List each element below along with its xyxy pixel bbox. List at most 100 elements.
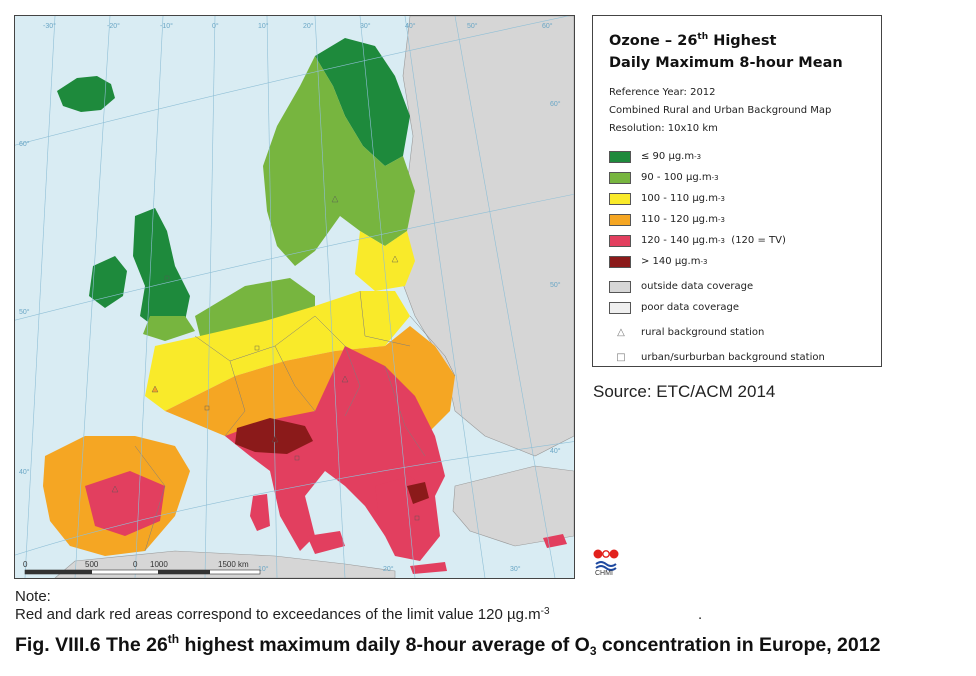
region-sardinia — [250, 494, 270, 531]
legend-class-row: 120 - 140 µg.m -3 (120 = TV) — [609, 230, 865, 251]
region-iceland — [57, 76, 115, 112]
region-po-valley — [235, 418, 313, 454]
lat-label-50: 50° — [19, 308, 30, 316]
lon-label-30: 30° — [360, 22, 371, 30]
lon-label-40: 40° — [405, 22, 416, 30]
legend-class-label: ≤ 90 µg.m — [641, 151, 695, 162]
legend-swatch — [609, 192, 631, 205]
legend-title-suffix: Highest — [708, 33, 777, 49]
legend-class-row: > 140 µg.m -3 — [609, 251, 865, 272]
caption-sup: th — [167, 632, 180, 646]
legend-title-sup: th — [697, 32, 709, 42]
legend-swatch — [609, 171, 631, 184]
legend-swatch — [609, 280, 631, 293]
legend-class-row: 100 - 110 µg.m -3 — [609, 188, 865, 209]
region-crete — [410, 562, 447, 574]
legend-meta: Reference Year: 2012 Combined Rural and … — [609, 84, 865, 138]
right-lat-label-60: 60° — [550, 100, 561, 108]
legend-coverage-label: outside data coverage — [641, 281, 754, 292]
note-exp: -3 — [540, 606, 550, 617]
resolution: Resolution: 10x10 km — [609, 123, 718, 134]
rural-station — [391, 255, 399, 263]
caption-middle: highest maximum daily 8-hour average of … — [179, 634, 590, 656]
lon-label-10: 10° — [258, 22, 269, 30]
lon-label-0: 0° — [212, 22, 219, 30]
lon-label-60: 60° — [542, 22, 553, 30]
scale-label-0: 0 — [23, 560, 28, 569]
rural-station — [111, 485, 119, 493]
outside-coverage-turkey — [452, 465, 574, 547]
legend-swatch — [609, 301, 631, 314]
legend-station-row: □ urban/surburban background station — [609, 347, 865, 368]
figure-caption: Fig. VIII.6 The 26th highest maximum dai… — [15, 632, 881, 658]
legend-class-label: 100 - 110 µg.m — [641, 193, 718, 204]
lat-label-60: 60° — [19, 140, 30, 148]
station-markers — [111, 195, 420, 521]
caption-prefix: Fig. VIII.6 The 26 — [15, 634, 168, 656]
legend-station-label: rural background station — [641, 327, 765, 338]
region-scandinavia-dark — [315, 38, 410, 166]
scale-label-0b: 0 — [133, 560, 138, 569]
bottom-lon-label-10: 10° — [258, 565, 269, 573]
region-benelux-north — [195, 278, 315, 336]
lon-label-m10: -10° — [160, 22, 173, 30]
legend-class-row: 110 - 120 µg.m -3 — [609, 209, 865, 230]
legend-title: Ozone – 26th Highest Daily Maximum 8-hou… — [609, 30, 865, 74]
graticule-labels: -30° -20° -10° 0° 10° 20° 30° 40° 50° 60… — [19, 22, 561, 573]
legend-title-prefix: Ozone – 26 — [609, 33, 698, 49]
urban-station — [204, 405, 210, 411]
legend-class-label: 120 - 140 µg.m — [641, 235, 718, 246]
note-trailing: . — [698, 606, 703, 623]
map-type: Combined Rural and Urban Background Map — [609, 105, 832, 116]
note-body: Red and dark red areas correspond to exc… — [15, 606, 541, 623]
legend-stations: △ rural background station □ urban/surburba… — [609, 322, 865, 368]
reference-year: Reference Year: 2012 — [609, 87, 716, 98]
rural-station — [341, 375, 349, 383]
lat-label-40: 40° — [19, 468, 30, 476]
chmi-logo — [593, 549, 619, 571]
legend-title-line2: Daily Maximum 8-hour Mean — [609, 55, 843, 71]
legend-class-label: 110 - 120 µg.m — [641, 214, 718, 225]
right-lat-label-50: 50° — [550, 281, 561, 289]
map-canvas: -30° -20° -10° 0° 10° 20° 30° 40° 50° 60… — [15, 16, 574, 578]
lon-label-m20: -20° — [107, 22, 120, 30]
caption-sub: 3 — [589, 644, 597, 658]
scale-label-500: 500 — [85, 560, 99, 569]
legend-classes: ≤ 90 µg.m -3 90 - 100 µg.m -3 100 - 110 µg.m… — [609, 146, 865, 272]
rural-station — [271, 435, 279, 443]
region-iberia-red — [85, 471, 165, 536]
square-icon: □ — [616, 352, 626, 363]
bottom-lon-label-20: 20° — [383, 565, 394, 573]
country-borders — [134, 290, 456, 552]
scale-label-1500: 1500 km — [218, 560, 249, 569]
chmi-logo-label: CHMI — [595, 570, 613, 577]
rural-station — [151, 385, 159, 393]
urban-station — [164, 275, 170, 281]
legend-class-row: ≤ 90 µg.m -3 — [609, 146, 865, 167]
lon-label-m30: -30° — [43, 22, 56, 30]
scale-label-1000: 1000 — [150, 560, 168, 569]
region-baltic — [355, 231, 415, 291]
lon-label-50: 50° — [467, 22, 478, 30]
ozone-map: -30° -20° -10° 0° 10° 20° 30° 40° 50° 60… — [14, 15, 575, 579]
outside-coverage-east — [394, 16, 574, 457]
legend-coverage: outside data coverage poor data coverage — [609, 276, 865, 318]
legend-station-row: △ rural background station — [609, 322, 865, 343]
urban-station — [254, 345, 260, 351]
region-greece-dark — [407, 482, 429, 504]
legend-coverage-label: poor data coverage — [641, 302, 740, 313]
legend-class-label: > 140 µg.m — [641, 256, 701, 267]
urban-station — [414, 515, 420, 521]
source-credit: Source: ETC/ACM 2014 — [593, 382, 776, 401]
note-label: Note: — [15, 588, 51, 605]
urban-station — [294, 455, 300, 461]
bottom-lon-label-30: 30° — [510, 565, 521, 573]
legend-station-label: urban/surburban background station — [641, 352, 825, 363]
legend-panel: Ozone – 26th Highest Daily Maximum 8-hou… — [592, 15, 882, 367]
right-lat-label-40: 40° — [550, 447, 561, 455]
legend-swatch — [609, 213, 631, 226]
caption-suffix: concentration in Europe, 2012 — [596, 634, 881, 656]
region-ireland — [89, 256, 127, 308]
legend-swatch — [609, 234, 631, 247]
graticule — [15, 16, 574, 578]
